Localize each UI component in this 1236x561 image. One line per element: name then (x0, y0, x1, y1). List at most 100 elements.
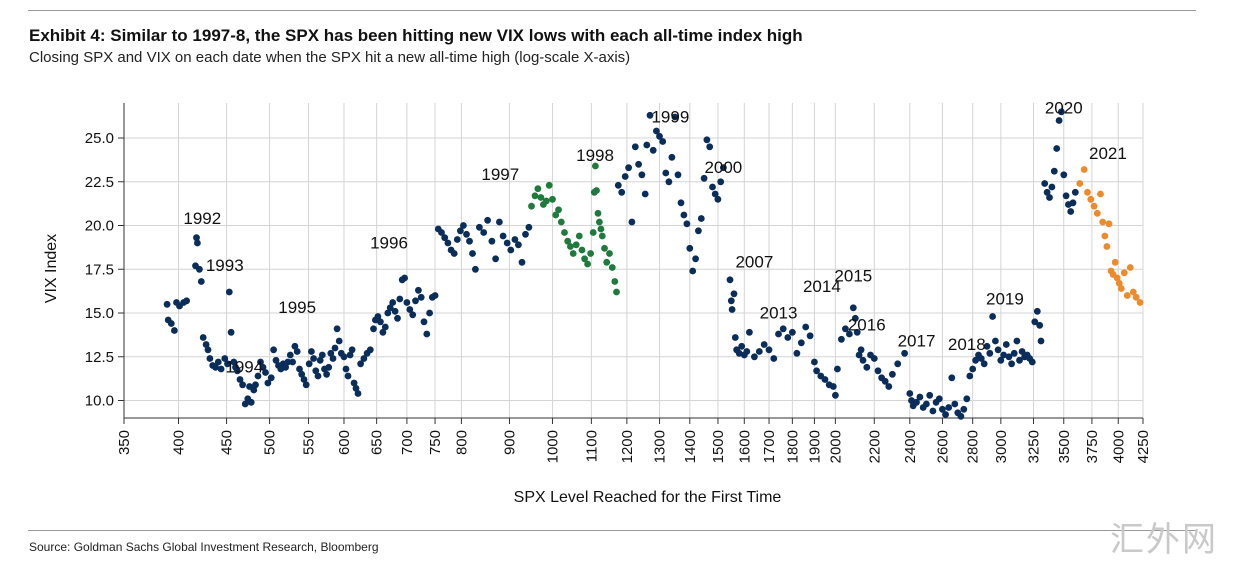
data-point (997, 356, 1005, 364)
data-point (202, 341, 210, 348)
data-point (662, 169, 670, 177)
data-point (420, 318, 428, 326)
year-annotation: 2000 (704, 158, 742, 177)
x-tick-label: 2600 (934, 430, 951, 463)
data-point (797, 339, 805, 347)
data-point (230, 358, 238, 366)
data-point (325, 363, 333, 371)
year-annotation: 1997 (481, 165, 519, 184)
y-tick-label: 25.0 (85, 130, 114, 147)
data-point (406, 306, 414, 313)
data-point (476, 223, 483, 231)
data-point (250, 386, 258, 394)
data-point (1058, 108, 1065, 116)
data-point (668, 153, 676, 161)
data-point (913, 398, 920, 406)
data-point (621, 173, 629, 180)
data-point (989, 313, 996, 320)
year-annotation: 2007 (735, 253, 773, 272)
data-point (923, 400, 930, 408)
data-point (357, 360, 364, 368)
data-point (308, 348, 315, 355)
data-point (1013, 337, 1021, 345)
data-point (1117, 285, 1125, 292)
data-point (1002, 341, 1010, 348)
data-point (765, 346, 773, 354)
data-point (746, 328, 753, 336)
data-point (300, 376, 308, 383)
data-point (849, 304, 857, 312)
data-point (264, 379, 272, 387)
data-point (518, 258, 526, 266)
data-point (589, 229, 597, 236)
data-point (597, 225, 605, 233)
data-point (247, 398, 255, 406)
x-tick-label: 2400 (902, 430, 919, 463)
watermark-logo: 汇外网 (1110, 520, 1218, 560)
year-annotation: 1993 (206, 256, 244, 275)
data-point (743, 348, 751, 355)
x-tick-label: 400 (170, 430, 187, 455)
data-point (601, 244, 608, 252)
x-tick-label: 3500 (1056, 430, 1073, 463)
data-point (472, 265, 479, 273)
data-point (874, 367, 882, 375)
data-point (545, 181, 553, 189)
data-point (1041, 180, 1049, 187)
data-point (735, 349, 743, 357)
source-note: Source: Goldman Sachs Global Investment … (29, 540, 379, 554)
data-point (391, 307, 399, 315)
data-point (1120, 269, 1128, 277)
x-tick-label: 3250 (1026, 430, 1043, 463)
data-point (515, 241, 522, 249)
data-point (293, 348, 301, 355)
point-layer (163, 108, 1144, 420)
data-point (1008, 360, 1015, 368)
data-point (706, 143, 714, 151)
data-point (779, 325, 787, 333)
data-point (499, 232, 507, 240)
data-point (641, 190, 649, 198)
data-point (760, 341, 768, 348)
data-point (1050, 167, 1058, 175)
data-point (863, 363, 871, 371)
data-point (252, 381, 259, 389)
data-point (613, 288, 620, 296)
data-point (333, 325, 341, 333)
data-point (342, 365, 350, 373)
data-point (1093, 209, 1101, 217)
data-point (1076, 180, 1084, 187)
data-point (254, 372, 262, 380)
data-point (318, 351, 326, 359)
data-point (680, 211, 688, 219)
data-point (1087, 195, 1095, 203)
data-point (348, 346, 356, 354)
x-tick-label: 700 (399, 430, 416, 455)
year-annotation: 1995 (278, 298, 316, 317)
data-point (635, 160, 642, 168)
x-tick-label: 1100 (583, 430, 600, 462)
data-point (492, 255, 499, 263)
data-point (1062, 192, 1070, 200)
data-point (834, 365, 841, 373)
data-point (206, 355, 214, 362)
data-point (717, 178, 725, 186)
data-point (552, 211, 560, 219)
data-point (1129, 288, 1137, 296)
data-point (329, 355, 337, 362)
data-point (511, 236, 519, 243)
data-point (352, 384, 360, 392)
data-point (360, 355, 368, 362)
data-point (522, 230, 529, 238)
data-point (196, 265, 203, 273)
data-point (653, 127, 660, 135)
y-tick-label: 12.5 (85, 349, 114, 366)
data-point (379, 328, 387, 336)
data-point (217, 365, 225, 373)
data-point (298, 370, 306, 378)
x-tick-label: 1700 (761, 430, 778, 463)
data-point (444, 239, 452, 247)
data-point (731, 334, 739, 341)
year-annotation: 2020 (1045, 99, 1083, 118)
data-point (1111, 258, 1119, 266)
